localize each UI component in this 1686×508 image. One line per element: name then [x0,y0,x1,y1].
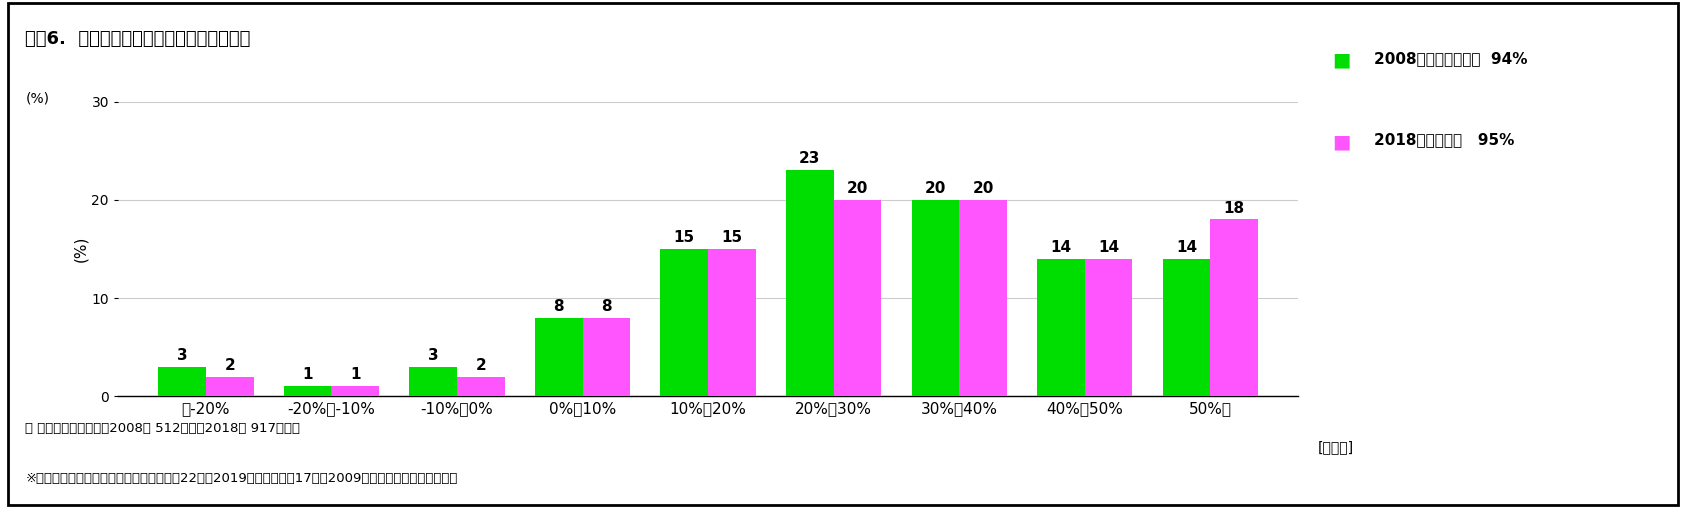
Text: 3: 3 [177,348,187,363]
Text: 14: 14 [1098,240,1120,255]
Bar [283,387,332,396]
Text: 2008年度　黒字割合  94%: 2008年度 黒字割合 94% [1374,51,1528,66]
Bar [206,376,253,396]
Text: 3: 3 [428,348,438,363]
Text: 図表6.  個人設立の一般診療所の収益率分布: 図表6. 個人設立の一般診療所の収益率分布 [25,30,251,48]
Bar [708,249,755,396]
Bar [1084,259,1133,396]
Bar [959,200,1007,396]
Text: 8: 8 [602,299,612,314]
Bar [912,200,959,396]
Bar [332,387,379,396]
Text: [損益率]: [損益率] [1318,440,1354,455]
Bar [1163,259,1211,396]
Bar [1211,219,1258,396]
Bar [833,200,882,396]
Bar [1037,259,1084,396]
Text: 23: 23 [799,151,821,167]
Bar [583,318,631,396]
Text: 15: 15 [674,230,695,245]
Bar [786,170,833,396]
Text: 18: 18 [1224,201,1244,215]
Text: 15: 15 [722,230,742,245]
Text: ＊ 有効回答施設数は、2008年 512施設、2018年 917施設。: ＊ 有効回答施設数は、2008年 512施設、2018年 917施設。 [25,422,300,435]
Text: 14: 14 [1175,240,1197,255]
Text: ■: ■ [1332,51,1350,70]
Text: ※「医療経済実態調査」（厚生労働省，第22回（2019年）および第17回（2009年））をもとに、筆者作成: ※「医療経済実態調査」（厚生労働省，第22回（2019年）および第17回（200… [25,472,457,486]
Text: 20: 20 [924,181,946,196]
Text: 8: 8 [553,299,565,314]
Text: 2: 2 [224,358,234,373]
Text: 1: 1 [302,367,314,383]
Text: 2: 2 [475,358,486,373]
Text: 1: 1 [351,367,361,383]
Text: (%): (%) [25,91,49,106]
Bar [158,367,206,396]
Text: ■: ■ [1332,132,1350,151]
Bar [410,367,457,396]
Bar [457,376,504,396]
Text: 2018年度　　〃   95%: 2018年度 〃 95% [1374,132,1514,147]
Bar [534,318,583,396]
Y-axis label: (%): (%) [74,236,89,262]
Text: 14: 14 [1050,240,1072,255]
Text: 20: 20 [846,181,868,196]
Text: 20: 20 [973,181,993,196]
Bar [661,249,708,396]
